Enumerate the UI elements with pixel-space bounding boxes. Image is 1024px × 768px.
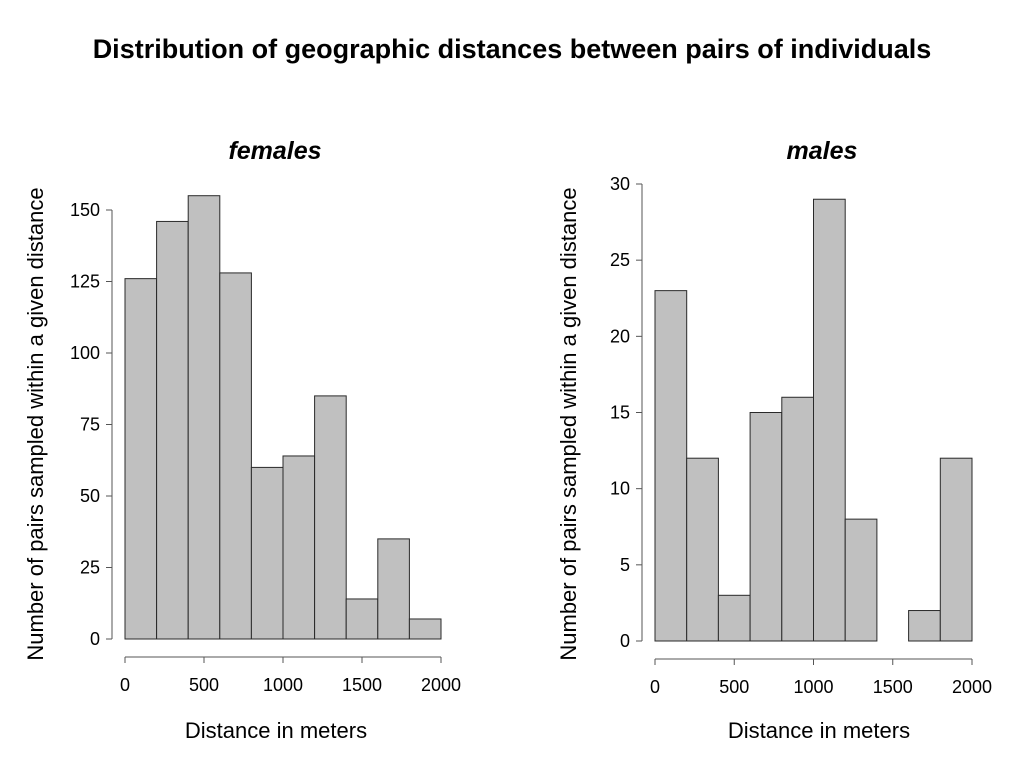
histogram-bar (686, 457, 719, 642)
y-tick-label: 125 (70, 272, 100, 292)
histogram-bar (908, 610, 941, 642)
x-tick-label: 0 (650, 677, 660, 697)
y-tick-label: 15 (610, 403, 630, 423)
histogram-bar (156, 220, 189, 640)
y-tick-label: 5 (620, 555, 630, 575)
y-tick-label: 100 (70, 343, 100, 363)
histogram-bar (844, 518, 878, 642)
y-tick-label: 75 (80, 415, 100, 435)
x-axis-label: Distance in meters (728, 718, 910, 743)
x-tick-label: 1000 (263, 675, 303, 695)
x-tick-label: 2000 (421, 675, 461, 695)
histogram-bar (813, 198, 846, 642)
histogram-bar (282, 455, 316, 640)
panel-title: males (787, 137, 858, 165)
histogram-bar (219, 272, 252, 640)
page-title: Distribution of geographic distances bet… (92, 34, 932, 64)
histogram-bar (749, 412, 783, 642)
histogram-bar (314, 395, 347, 640)
x-tick-label: 1000 (793, 677, 833, 697)
y-tick-label: 10 (610, 479, 630, 499)
histogram-bar (654, 290, 688, 642)
y-tick-label: 25 (80, 558, 100, 578)
histogram-bar (124, 278, 158, 640)
males-histogram: males 0 5 10 15 20 25 30 0 500 1000 1500 2000 Distanc… (556, 137, 992, 743)
histogram-bar (717, 594, 751, 642)
y-tick-label: 150 (70, 200, 100, 220)
histogram-bar (377, 538, 410, 640)
histogram-bar (187, 195, 221, 640)
x-tick-label: 500 (719, 677, 749, 697)
y-tick-label: 50 (80, 486, 100, 506)
x-tick-label: 0 (120, 675, 130, 695)
x-tick-label: 2000 (952, 677, 992, 697)
x-tick-label: 1500 (873, 677, 913, 697)
x-tick-label: 1500 (342, 675, 382, 695)
x-tick-label: 500 (189, 675, 219, 695)
panel-title: females (228, 137, 321, 165)
y-tick-label: 20 (610, 326, 630, 346)
x-axis-label: Distance in meters (185, 718, 367, 743)
y-tick-label: 25 (610, 250, 630, 270)
histogram-bar (250, 466, 284, 640)
y-axis-label: Number of pairs sampled within a given d… (556, 187, 581, 660)
y-axis-label: Number of pairs sampled within a given d… (23, 187, 48, 660)
histogram-bar (939, 457, 973, 642)
histogram-bar (408, 618, 442, 640)
histogram-bar (781, 396, 814, 642)
histogram-bar (345, 598, 379, 640)
y-tick-label: 0 (90, 629, 100, 649)
y-tick-label: 0 (620, 631, 630, 651)
y-tick-label: 30 (610, 174, 630, 194)
